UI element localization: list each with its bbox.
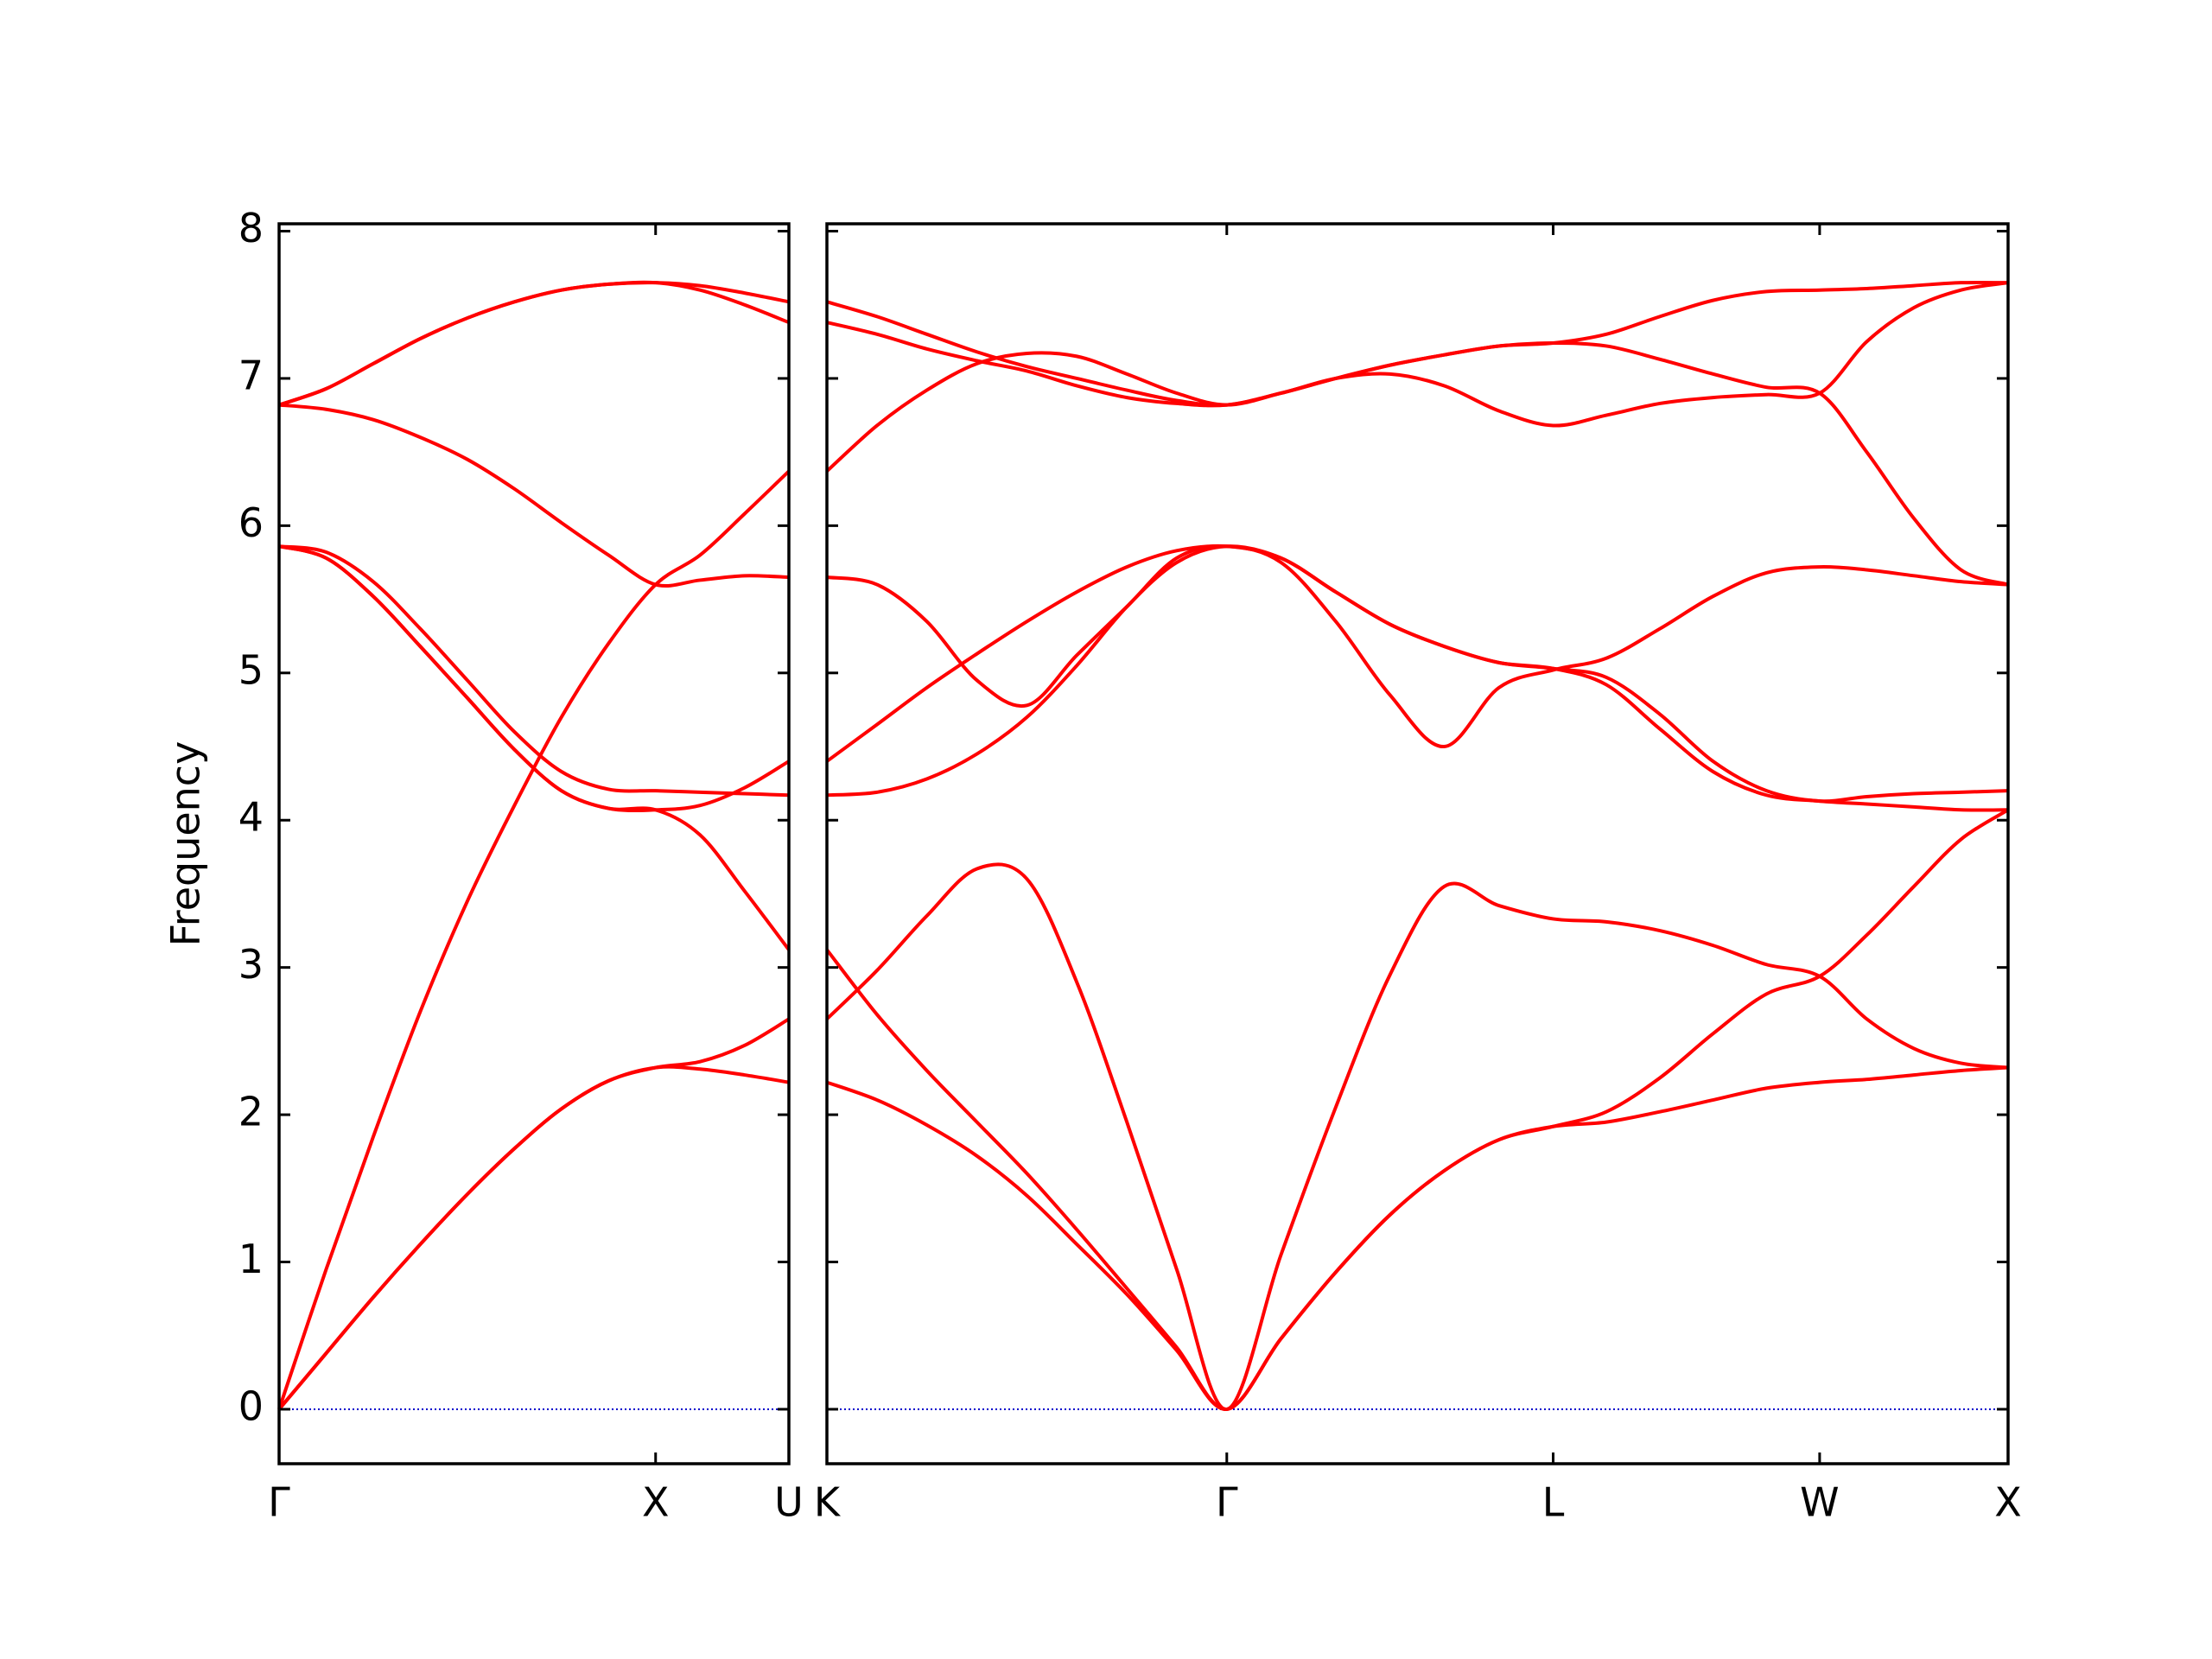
band-line [278, 280, 790, 407]
band-line [278, 544, 791, 813]
band-line [826, 544, 2009, 812]
band-line [826, 280, 2009, 408]
band-line [826, 300, 2009, 587]
y-tick-label: 3 [238, 941, 264, 988]
y-tick-label: 6 [238, 499, 264, 546]
band-line [278, 403, 790, 588]
x-tick-label: W [1800, 1479, 1839, 1526]
plot-frame [277, 222, 791, 1465]
x-tick-label: Γ [268, 1479, 290, 1526]
band-line [826, 1065, 2009, 1411]
band-line [277, 1017, 791, 1411]
y-tick-label: 5 [238, 646, 264, 693]
x-tick-label: L [1542, 1479, 1565, 1526]
y-tick-label: 1 [238, 1236, 264, 1282]
x-tick-label: K [814, 1479, 842, 1526]
band-line [825, 281, 2009, 473]
y-tick-label: 8 [238, 205, 264, 251]
plot-frame [825, 222, 2010, 1465]
band-line [826, 544, 2009, 749]
band-line [278, 544, 790, 798]
x-tick-label: U [774, 1479, 804, 1526]
y-tick-label: 2 [238, 1089, 264, 1135]
y-tick-label: 0 [238, 1382, 264, 1429]
band-line [825, 543, 2009, 804]
band-line [277, 1065, 790, 1411]
band-line [825, 808, 2010, 1411]
band-line [825, 862, 2009, 1411]
band-line [278, 281, 790, 407]
band-line [277, 469, 791, 1410]
x-tick-label: Γ [1216, 1479, 1238, 1526]
x-tick-label: X [642, 1479, 670, 1526]
x-tick-label: X [1994, 1479, 2022, 1526]
y-axis-label: Frequency [162, 741, 209, 947]
y-tick-label: 4 [238, 794, 264, 841]
y-tick-label: 7 [238, 352, 264, 398]
